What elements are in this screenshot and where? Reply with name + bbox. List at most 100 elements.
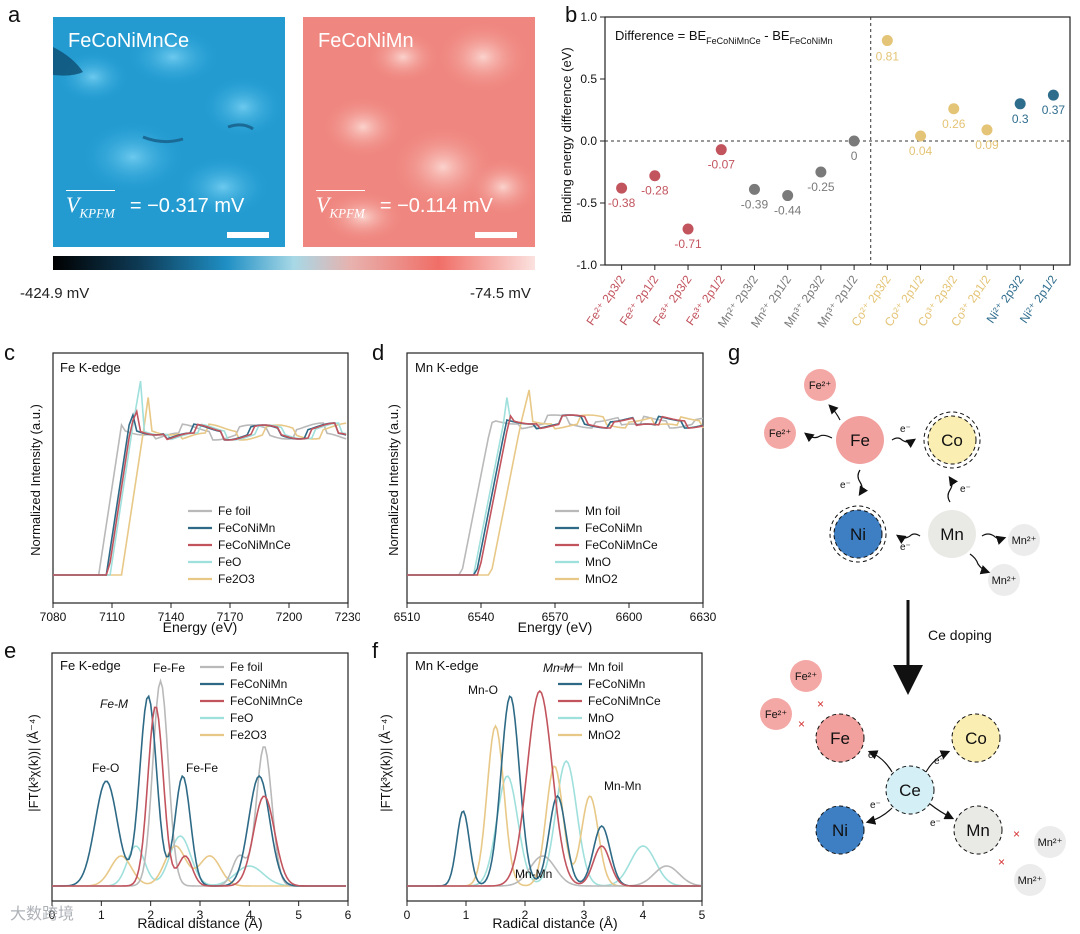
chart-e-xtick-label: 1 [98, 908, 105, 922]
scheme-top: Fe²⁺ Fe²⁺ Fe Co e⁻ Ni e⁻ Mn e⁻ e⁻ Mn²⁺ [764, 369, 1040, 596]
chart-f-series-line [407, 689, 701, 887]
chart-b-ytick-label: -1.0 [576, 258, 597, 272]
co-shell-top-outer [923, 411, 981, 469]
mn2-ion-bottom-2 [1014, 864, 1046, 896]
chart-b-point [715, 144, 727, 156]
co-node-top [927, 415, 977, 465]
chart-d-legend-label: FeCoNiMn [585, 521, 642, 535]
electron-label-ce-co: e⁻ [934, 756, 945, 767]
chart-c-xtick-label: 7140 [158, 610, 185, 624]
chart-b-ylabel: Binding energy difference (eV) [559, 47, 574, 222]
scheme-g: Fe²⁺ Fe²⁺ Fe Co e⁻ Ni e⁻ Mn e⁻ e⁻ Mn²⁺ [760, 369, 1066, 896]
chart-e-xtick-label: 3 [197, 908, 204, 922]
chart-e-xtick-label: 4 [246, 908, 253, 922]
fe2-ion-top-1 [804, 369, 836, 401]
arrow-ce-mn [929, 803, 955, 820]
chart-e-legend-label: FeCoNiMn [230, 677, 287, 691]
mn-node-bottom [953, 805, 1003, 855]
chart-b-data-label: 0.04 [909, 144, 933, 158]
mn-node-bottom-label: Mn [966, 821, 990, 840]
arrow-ce-co [925, 750, 951, 773]
mn2-ion-top-2-label: Mn²⁺ [992, 575, 1017, 587]
chart-e-annotation: Fe K-edge [60, 658, 121, 673]
panel-letter-b: b [565, 2, 578, 27]
chart-b-data-label: 0.3 [1012, 112, 1029, 126]
fe-node-top [836, 416, 884, 464]
fe2-ion-bottom-2 [760, 698, 792, 730]
chart-f-legend-label: FeCoNiMnCe [588, 694, 661, 708]
kpfm-texture-blue [53, 17, 285, 247]
chart-d-legend-label: FeCoNiMnCe [585, 538, 658, 552]
chart-d-ylabel: Normalized Intensity (a.u.) [386, 404, 401, 556]
fe-node-top-label: Fe [850, 431, 870, 450]
chart-d-annotation: Mn K-edge [415, 360, 479, 375]
chart-b-title: Difference = BEFeCoNiMnCe - BEFeCoNiMn [615, 28, 833, 46]
chart-b-point [981, 124, 993, 136]
chart-f-legend-label: FeCoNiMn [588, 677, 645, 691]
chart-b-data-label: -0.07 [708, 158, 736, 172]
chart-c-frame [52, 352, 349, 604]
wavy-arrow-mn-ion-1 [981, 533, 1007, 545]
chart-e-legend-label: Fe foil [230, 660, 263, 674]
wavy-arrow-mn-co [947, 476, 958, 503]
chart-f-legend-label: MnO [588, 711, 614, 725]
blocked-x-icon-fe-2: × [798, 717, 805, 731]
chart-e: 0 1 2 3 4 5 6 Fe foil FeCoNiMn FeCoNiMnCe FeO Fe2O3… [26, 652, 352, 931]
chart-b-point [748, 183, 760, 195]
wavy-arrow-fe-ni [857, 469, 868, 496]
chart-b-data-label: 0.81 [876, 50, 900, 64]
chart-d-xtick-label: 6630 [690, 610, 717, 624]
chart-b-data-label: -0.71 [674, 237, 702, 251]
chart-c-legend-label: FeO [218, 555, 241, 569]
fe2-ion-top-2-label: Fe²⁺ [769, 428, 792, 440]
chart-e-series-line [52, 845, 347, 887]
blocked-x-icon-fe-1: × [817, 697, 824, 711]
ni-node-bottom [815, 805, 865, 855]
chart-e-series-line [51, 694, 347, 887]
fe2-ion-bottom-1 [790, 660, 822, 692]
mn2-ion-top-1-label: Mn²⁺ [1012, 535, 1037, 547]
wavy-arrow-top-1 [828, 404, 841, 421]
chart-d-plot: 6510 6540 6570 6600 6630 Mn foil FeCoNiMn FeCoN… [394, 352, 717, 624]
ni-node-top-label: Ni [850, 525, 866, 544]
chart-f-legend-label: MnO2 [588, 728, 621, 742]
chart-b-point [848, 135, 860, 147]
chart-b-point [948, 103, 960, 115]
chart-d-frame [406, 352, 704, 604]
chart-b-data-label: -0.38 [608, 196, 636, 210]
chart-d: 6510 6540 6570 6600 6630 Mn foil FeCoNiMn FeCoN… [386, 352, 717, 635]
chart-e-peak-fem: Fe-M [100, 697, 128, 711]
electron-label-fe-ni: e⁻ [840, 480, 851, 491]
wavy-arrow-fe-co [891, 437, 916, 448]
chart-b-data-label: -0.28 [641, 184, 669, 198]
chart-b-frame [604, 16, 1071, 266]
scheme-bottom: Fe²⁺ Fe²⁺ × × Fe Co Ce Ni Mn e⁻ e⁻ e⁻ e⁻ [760, 660, 1066, 896]
co-node-top-label: Co [941, 431, 963, 450]
arrow-ce-ni [865, 807, 893, 825]
chart-f-frame [406, 652, 703, 902]
mn-node-top-label: Mn [940, 525, 964, 544]
chart-e-xtick-label: 6 [345, 908, 352, 922]
chart-c-plot: 7080 7110 7140 7170 7200 7230 Fe foil FeCoNiMn F… [40, 352, 360, 624]
ni-node-top [833, 509, 883, 559]
kpfm-left-label: FeCoNiMnCe [68, 30, 190, 52]
kpfm-colorbar [53, 256, 535, 270]
chart-e-plot: 0 1 2 3 4 5 6 Fe foil FeCoNiMn FeCoNiMnCe FeO Fe2O3 [49, 652, 352, 922]
vkpfm-symbol: VKPFM [66, 190, 115, 221]
fe2-ion-top-2 [764, 417, 796, 449]
chart-c-legend-label: Fe foil [218, 504, 251, 518]
mn2-ion-bottom-2-label: Mn²⁺ [1018, 875, 1043, 887]
chart-e-xlabel: Radical distance (Å) [137, 915, 262, 931]
chart-d-series-line [407, 414, 704, 576]
kpfm-texture-red [303, 17, 535, 247]
electron-label-ce-fe: e⁻ [868, 750, 879, 761]
co-node-bottom-label: Co [965, 729, 987, 748]
chart-e-series-line [52, 678, 347, 887]
chart-f-peak-mnmn-bottom: Mn-Mn [515, 867, 552, 881]
panel-letter-c: c [4, 340, 15, 365]
chart-e-series-line [52, 835, 347, 887]
chart-c: 7080 7110 7140 7170 7200 7230 Fe foil FeCoNiMn F… [28, 352, 360, 635]
chart-c-series-line [53, 422, 347, 576]
chart-b-point [1047, 89, 1059, 101]
